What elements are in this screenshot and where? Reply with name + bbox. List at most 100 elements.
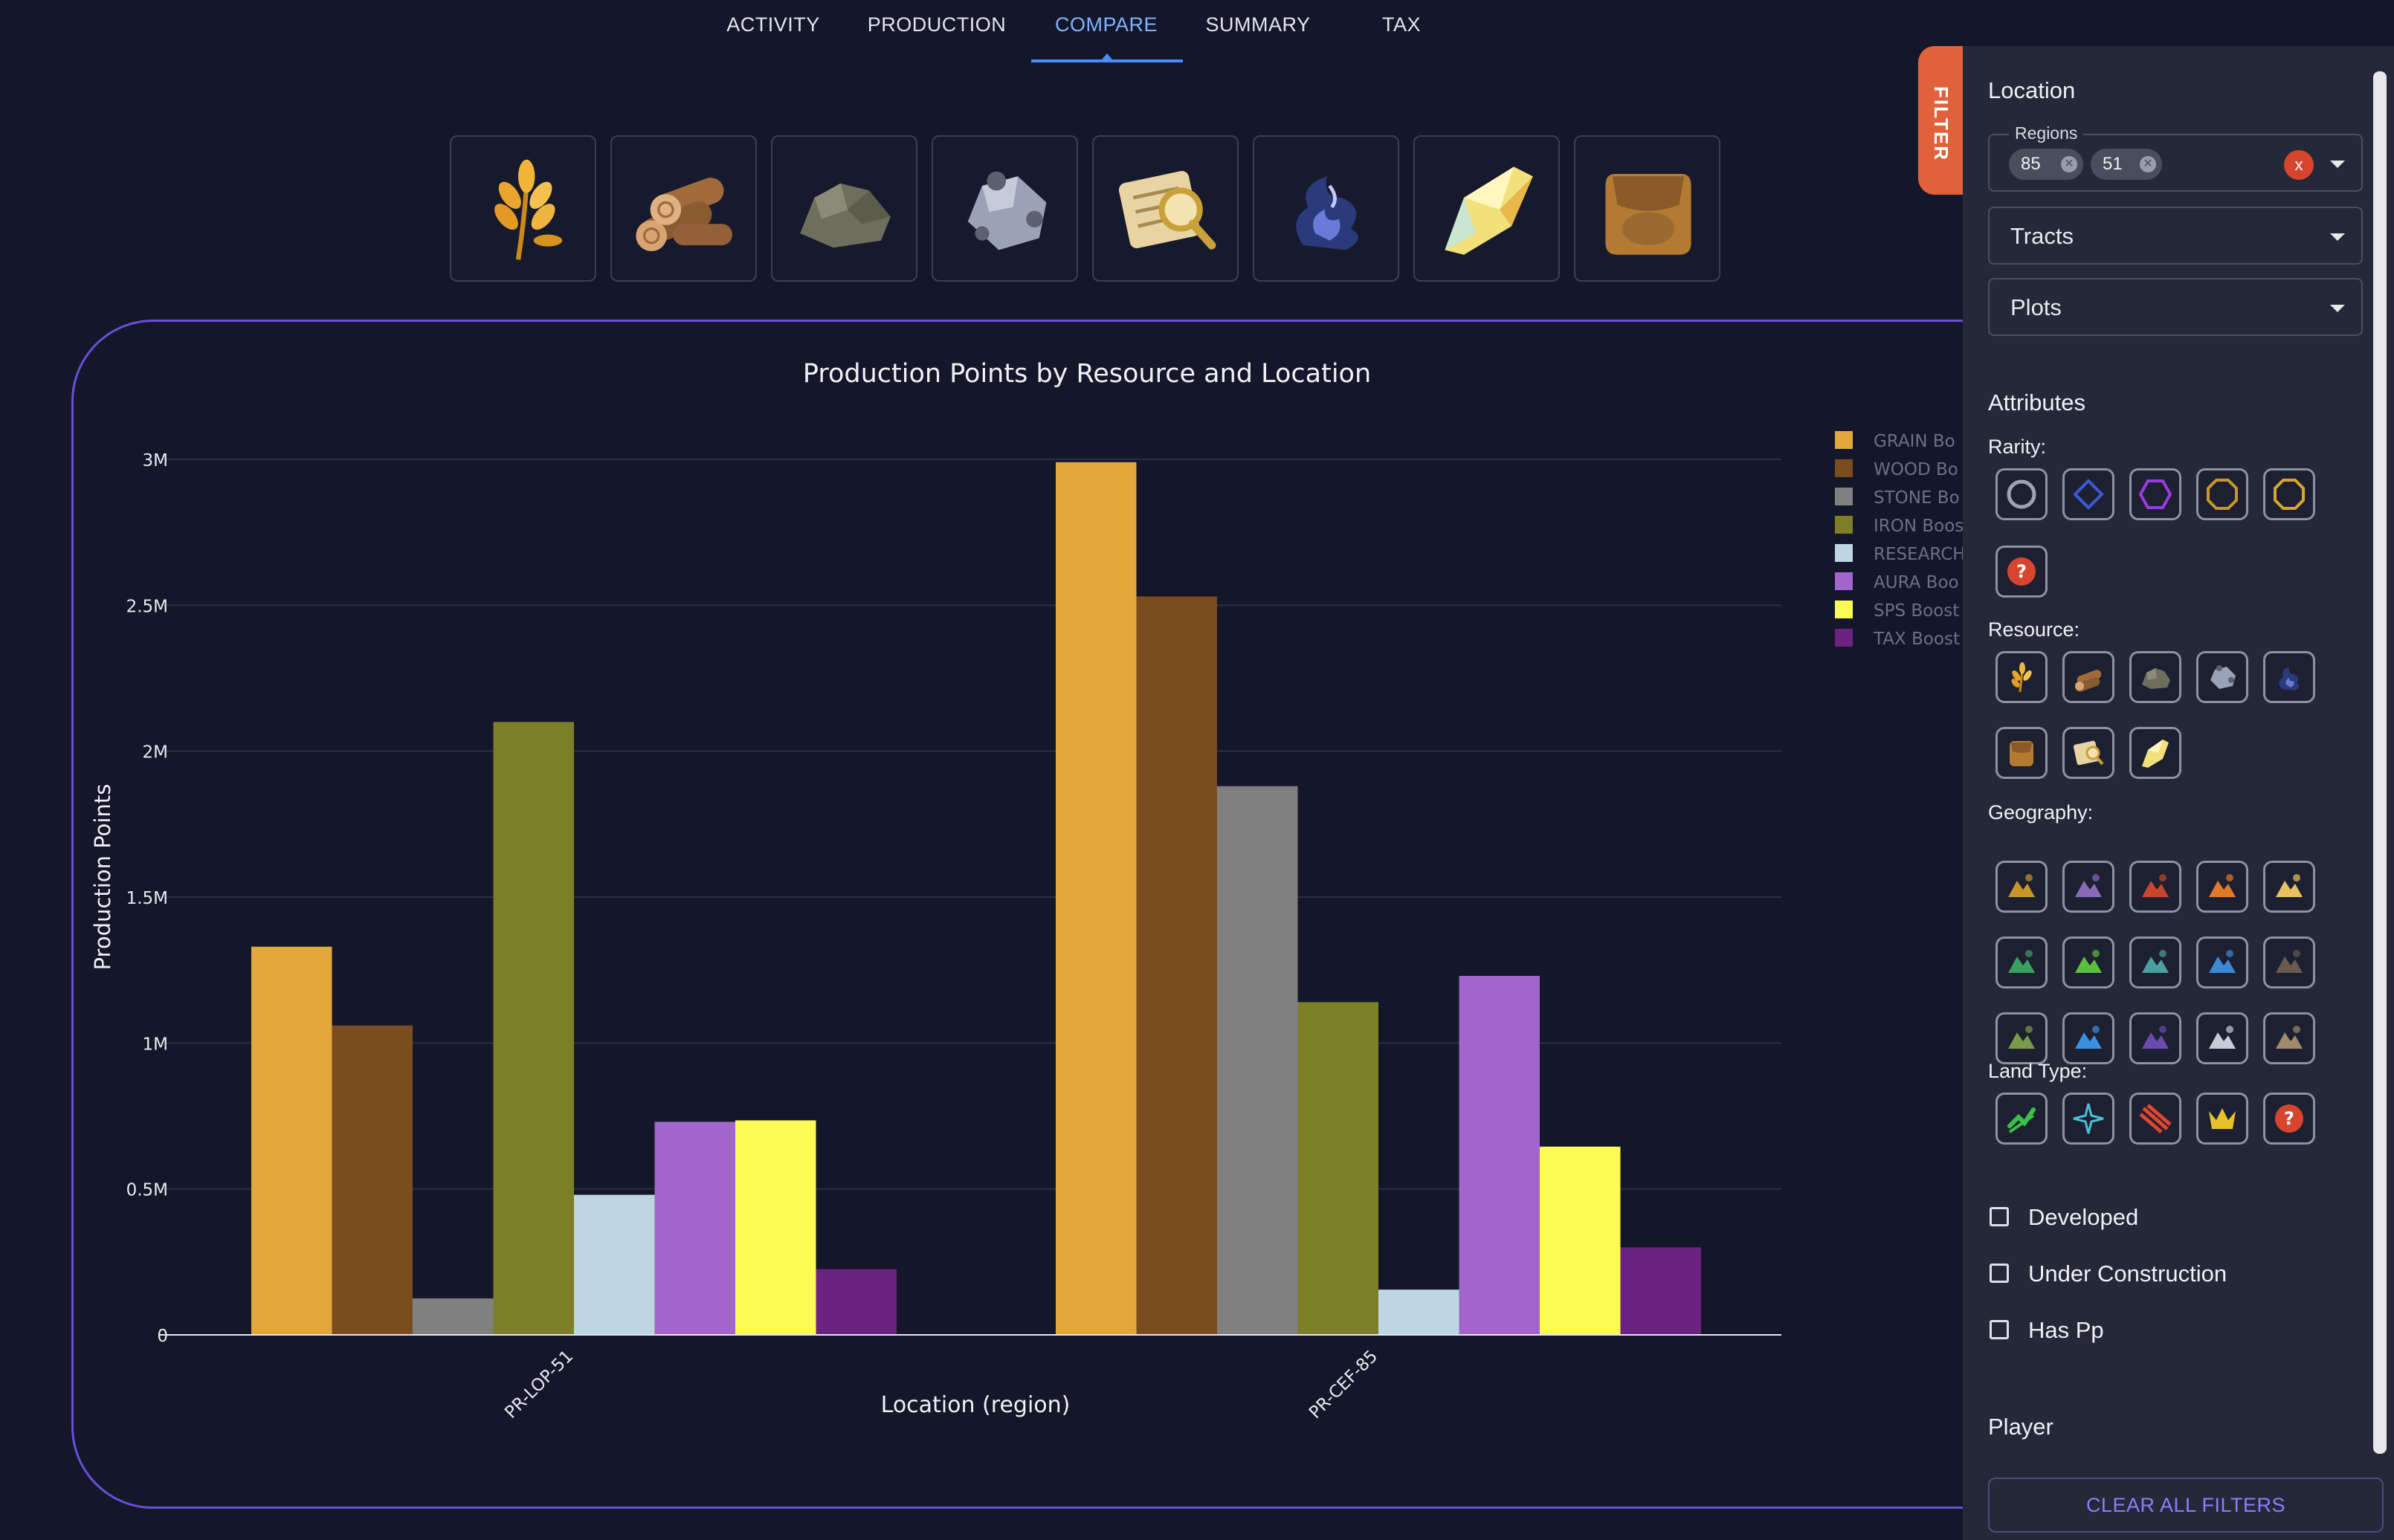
- tab-compare[interactable]: COMPARE: [1054, 13, 1158, 36]
- resource-filter-wood[interactable]: [2062, 651, 2114, 703]
- resource-filter-aura[interactable]: [2263, 651, 2315, 703]
- landtype-unknown-button[interactable]: ?: [2263, 1093, 2315, 1145]
- forest-icon: [2008, 950, 2035, 973]
- plains-icon: [2008, 1026, 2035, 1049]
- resource-label: Resource:: [1988, 618, 2080, 641]
- svg-text:?: ?: [2284, 1108, 2294, 1129]
- resource-tile-sps[interactable]: [1413, 135, 1560, 282]
- region-chip[interactable]: 51 ✕: [2091, 149, 2162, 180]
- clear-regions-button[interactable]: x: [2284, 150, 2314, 180]
- active-tab-caret: [1102, 54, 1112, 59]
- landtype-hostile-button[interactable]: [2129, 1093, 2181, 1145]
- landtype-keep-button[interactable]: [2196, 1093, 2248, 1145]
- resource-tile-research[interactable]: [1092, 135, 1239, 282]
- filter-tab-label: FILTER: [1930, 86, 1952, 162]
- geography-filter-river[interactable]: [2062, 1012, 2114, 1064]
- resource-filter-tax[interactable]: [1995, 727, 2048, 779]
- legend-swatch: [1835, 516, 1853, 534]
- rarity-common-button[interactable]: [1995, 468, 2048, 520]
- tab-tax[interactable]: TAX: [1381, 13, 1421, 36]
- bar-sps-boost-pr-cef-85: [1540, 1146, 1621, 1335]
- bar-research-boost-pr-lop-51: [574, 1194, 655, 1335]
- bar-tax-boost-pr-cef-85: [1620, 1247, 1701, 1335]
- resource-filter-sps[interactable]: [2129, 727, 2181, 779]
- chip-remove-icon[interactable]: ✕: [2140, 156, 2156, 172]
- filter-toggle-tab[interactable]: FILTER: [1918, 46, 1967, 195]
- regions-select[interactable]: Regions 85 ✕ 51 ✕ x: [1988, 123, 2363, 192]
- geography-filter-canyon[interactable]: [2196, 861, 2248, 913]
- geography-filter-wasteland[interactable]: [2263, 1012, 2315, 1064]
- chevron-down-icon[interactable]: [2330, 305, 2345, 312]
- tab-activity[interactable]: ACTIVITY: [726, 13, 820, 36]
- caldera-icon: [2142, 874, 2169, 897]
- plots-select[interactable]: Plots: [1988, 278, 2363, 336]
- y-tick-label: 3M: [143, 451, 168, 470]
- rarity-rare-button[interactable]: [2062, 468, 2114, 520]
- has-pp-checkbox[interactable]: [1990, 1320, 2009, 1339]
- x-tick-label: PR-CEF-85: [1306, 1347, 1381, 1423]
- chevron-down-icon[interactable]: [2330, 161, 2345, 168]
- clear-all-filters-button[interactable]: CLEAR ALL FILTERS: [1988, 1478, 2384, 1533]
- region-chip[interactable]: 85 ✕: [2009, 149, 2083, 180]
- geography-filter-mountain[interactable]: [2263, 936, 2315, 989]
- tax-icon: [1605, 174, 1691, 255]
- wood-icon: [636, 178, 732, 251]
- geography-filter-forest[interactable]: [1995, 936, 2048, 989]
- rarity-mythic-button[interactable]: [2263, 468, 2315, 520]
- under-construction-checkbox[interactable]: [1990, 1264, 2009, 1283]
- desert-icon: [2276, 874, 2303, 897]
- legendary-rarity-icon: [2207, 479, 2238, 510]
- legend-swatch: [1835, 544, 1853, 562]
- tracts-select[interactable]: Tracts: [1988, 207, 2363, 265]
- resource-tile-stone[interactable]: [771, 135, 917, 282]
- mountain-icon: [2276, 950, 2303, 973]
- production-chart: Production Points by Resource and Locati…: [90, 359, 1963, 1423]
- tab-summary[interactable]: SUMMARY: [1205, 13, 1311, 36]
- rarity-legendary-button[interactable]: [2196, 468, 2248, 520]
- y-tick-label: 1.5M: [126, 889, 168, 908]
- geography-filter-caldera[interactable]: [2129, 861, 2181, 913]
- lake-icon: [2209, 950, 2236, 973]
- jungle-icon: [2142, 950, 2169, 973]
- geography-filter-tundra[interactable]: [2196, 1012, 2248, 1064]
- geography-filter-plains[interactable]: [1995, 1012, 2048, 1064]
- geography-filter-desert[interactable]: [2263, 861, 2315, 913]
- iron-icon: [2210, 665, 2236, 689]
- rarity-unknown-button[interactable]: ?: [1995, 546, 2048, 598]
- geography-filter-bog[interactable]: [2062, 861, 2114, 913]
- chevron-down-icon[interactable]: [2330, 233, 2345, 241]
- y-tick-label: 2M: [143, 743, 168, 763]
- landtype-magical-button[interactable]: [2062, 1093, 2114, 1145]
- resource-tile-wood[interactable]: [610, 135, 757, 282]
- resource-filter-grain[interactable]: [1995, 651, 2048, 703]
- developed-checkbox[interactable]: [1990, 1207, 2009, 1226]
- bar-sps-boost-pr-lop-51: [735, 1120, 816, 1335]
- resource-tile-aura[interactable]: [1253, 135, 1399, 282]
- panel-scrollbar[interactable]: [2373, 71, 2387, 1454]
- bar-iron-boost-pr-cef-85: [1297, 1002, 1378, 1335]
- swamp-icon: [2142, 1026, 2169, 1049]
- resource-tile-grain[interactable]: [450, 135, 596, 282]
- natural-land-icon: [2007, 1107, 2036, 1133]
- legend-swatch: [1835, 629, 1853, 647]
- geography-label: Geography:: [1988, 801, 2094, 824]
- legend-swatch: [1835, 572, 1853, 590]
- geography-filter-badlands[interactable]: [1995, 861, 2048, 913]
- resource-tile-tax[interactable]: [1574, 135, 1720, 282]
- geography-filter-hills[interactable]: [2062, 936, 2114, 989]
- sps-icon: [2142, 740, 2169, 768]
- resource-filter-iron[interactable]: [2196, 651, 2248, 703]
- geography-filter-lake[interactable]: [2196, 936, 2248, 989]
- geography-filter-jungle[interactable]: [2129, 936, 2181, 989]
- chip-remove-icon[interactable]: ✕: [2061, 156, 2077, 172]
- resource-filter-stone[interactable]: [2129, 651, 2181, 703]
- landtype-natural-button[interactable]: [1995, 1093, 2048, 1145]
- legend-label: WOOD Bo: [1874, 460, 1958, 479]
- y-tick-label: 0: [157, 1327, 168, 1346]
- geography-filter-swamp[interactable]: [2129, 1012, 2181, 1064]
- tab-production[interactable]: PRODUCTION: [867, 13, 1007, 36]
- aura-icon: [2279, 667, 2300, 690]
- resource-tile-iron[interactable]: [932, 135, 1078, 282]
- resource-filter-research[interactable]: [2062, 727, 2114, 779]
- rarity-epic-button[interactable]: [2129, 468, 2181, 520]
